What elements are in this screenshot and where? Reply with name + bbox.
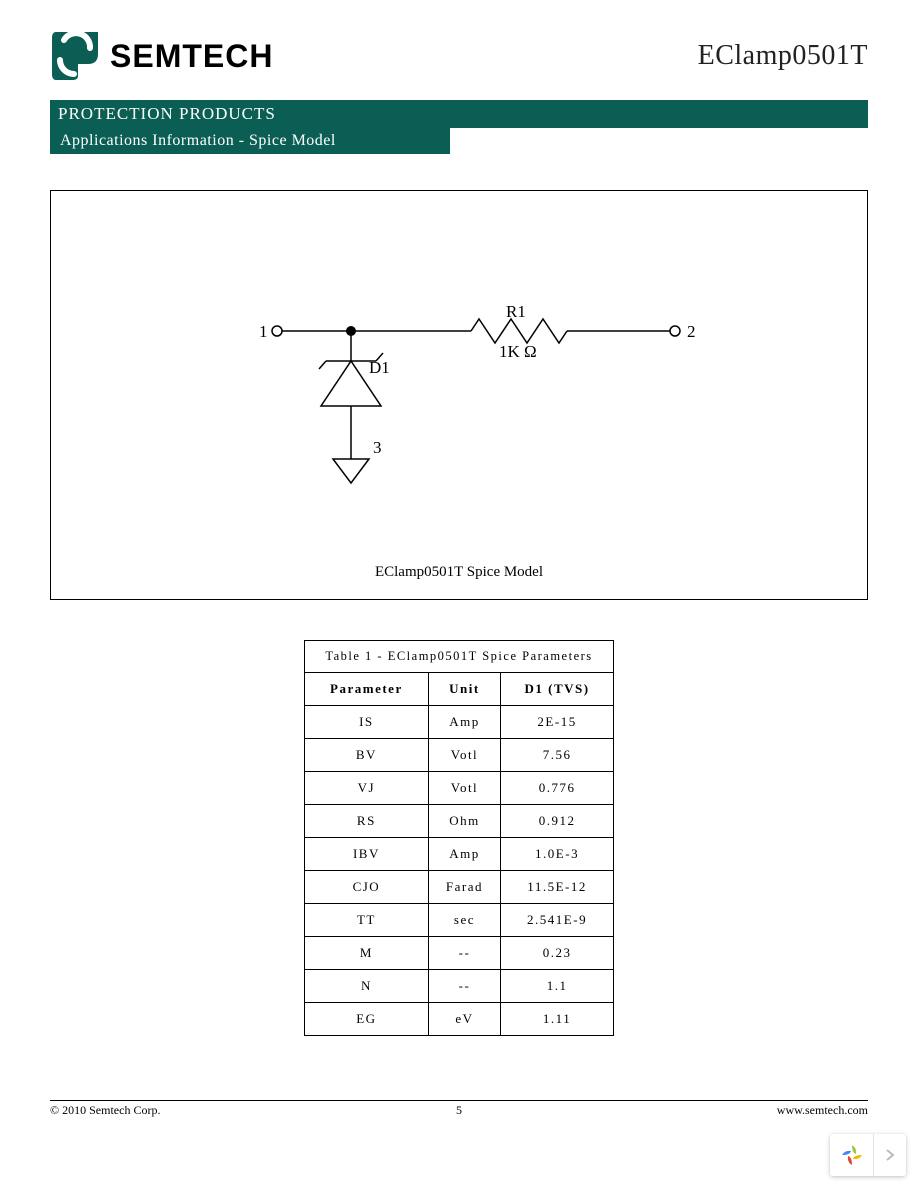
table-cell: 1.11 [501,1003,614,1036]
spice-params-table: Table 1 - EClamp0501T Spice Parameters P… [304,640,614,1036]
table-cell: IS [305,706,429,739]
table-cell: 1.1 [501,970,614,1003]
logo: SEMTECH [50,30,273,82]
table-cell: 7.56 [501,739,614,772]
table-cell: eV [428,1003,500,1036]
spice-params-table-wrap: Table 1 - EClamp0501T Spice Parameters P… [304,640,614,1036]
circuit-svg: 1 2 3 R1 1K Ω D1 [51,191,867,551]
table-cell: CJO [305,871,429,904]
table-cell: BV [305,739,429,772]
node-3-label: 3 [373,438,382,457]
node-1-label: 1 [259,322,268,341]
footer-url: www.semtech.com [777,1103,868,1118]
table-row: VJVotl0.776 [305,772,614,805]
table-cell: sec [428,904,500,937]
table-cell: RS [305,805,429,838]
table-cell: IBV [305,838,429,871]
table-cell: N [305,970,429,1003]
table-row: N--1.1 [305,970,614,1003]
table-cell: EG [305,1003,429,1036]
spice-model-diagram: 1 2 3 R1 1K Ω D1 EClamp0501T Spice Model [50,190,868,600]
table-cell: M [305,937,429,970]
table-cell: 2E-15 [501,706,614,739]
part-number: EClamp0501T [698,40,868,72]
table-row: BVVotl7.56 [305,739,614,772]
node-2-label: 2 [687,322,696,341]
table-row: M--0.23 [305,937,614,970]
widget-expand-icon[interactable] [874,1134,906,1176]
table-cell: Amp [428,706,500,739]
logo-mark [50,30,104,82]
copyright: © 2010 Semtech Corp. [50,1103,160,1118]
table-cell: -- [428,937,500,970]
table-cell: Farad [428,871,500,904]
widget-logo-icon [830,1134,874,1176]
table-title: Table 1 - EClamp0501T Spice Parameters [305,641,614,673]
table-cell: 0.23 [501,937,614,970]
r1-label: R1 [506,302,526,321]
table-cell: Votl [428,772,500,805]
table-row: CJOFarad11.5E-12 [305,871,614,904]
table-cell: 2.541E-9 [501,904,614,937]
category-band: PROTECTION PRODUCTS [50,100,868,128]
table-cell: 1.0E-3 [501,838,614,871]
table-cell: Votl [428,739,500,772]
help-widget[interactable] [830,1134,906,1176]
page-number: 5 [456,1103,462,1118]
col-parameter: Parameter [305,673,429,706]
table-row: ISAmp2E-15 [305,706,614,739]
table-row: RSOhm0.912 [305,805,614,838]
table-cell: Amp [428,838,500,871]
col-d1: D1 (TVS) [501,673,614,706]
col-unit: Unit [428,673,500,706]
table-cell: TT [305,904,429,937]
table-cell: Ohm [428,805,500,838]
table-cell: 0.912 [501,805,614,838]
table-cell: 0.776 [501,772,614,805]
table-cell: VJ [305,772,429,805]
header: SEMTECH EClamp0501T [50,30,868,82]
brand-name: SEMTECH [110,38,273,75]
table-row: EGeV1.11 [305,1003,614,1036]
r1-value: 1K Ω [499,342,537,361]
table-cell: -- [428,970,500,1003]
table-row: TTsec2.541E-9 [305,904,614,937]
footer: © 2010 Semtech Corp. 5 www.semtech.com [50,1100,868,1118]
table-header-row: Parameter Unit D1 (TVS) [305,673,614,706]
table-cell: 11.5E-12 [501,871,614,904]
table-row: IBVAmp1.0E-3 [305,838,614,871]
d1-label: D1 [369,358,390,377]
diagram-caption: EClamp0501T Spice Model [51,564,867,581]
section-band: Applications Information - Spice Model [50,128,450,154]
